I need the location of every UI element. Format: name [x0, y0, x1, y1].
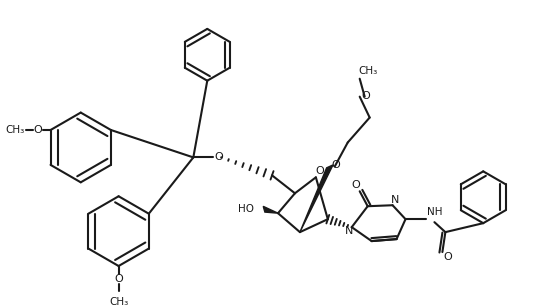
- Text: O: O: [352, 180, 360, 190]
- Text: CH₃: CH₃: [5, 125, 24, 135]
- Text: CH₃: CH₃: [358, 66, 377, 76]
- Polygon shape: [300, 165, 333, 232]
- Text: HO: HO: [238, 204, 254, 214]
- Text: CH₃: CH₃: [109, 297, 128, 307]
- Text: N: N: [390, 195, 399, 205]
- Polygon shape: [263, 206, 278, 213]
- Text: O: O: [331, 160, 340, 170]
- Text: O: O: [215, 152, 224, 162]
- Text: O: O: [361, 91, 370, 101]
- Text: O: O: [315, 166, 324, 176]
- Text: O: O: [114, 274, 123, 284]
- Text: NH: NH: [428, 207, 443, 217]
- Text: N: N: [344, 226, 353, 236]
- Text: O: O: [443, 252, 452, 262]
- Text: O: O: [33, 125, 42, 135]
